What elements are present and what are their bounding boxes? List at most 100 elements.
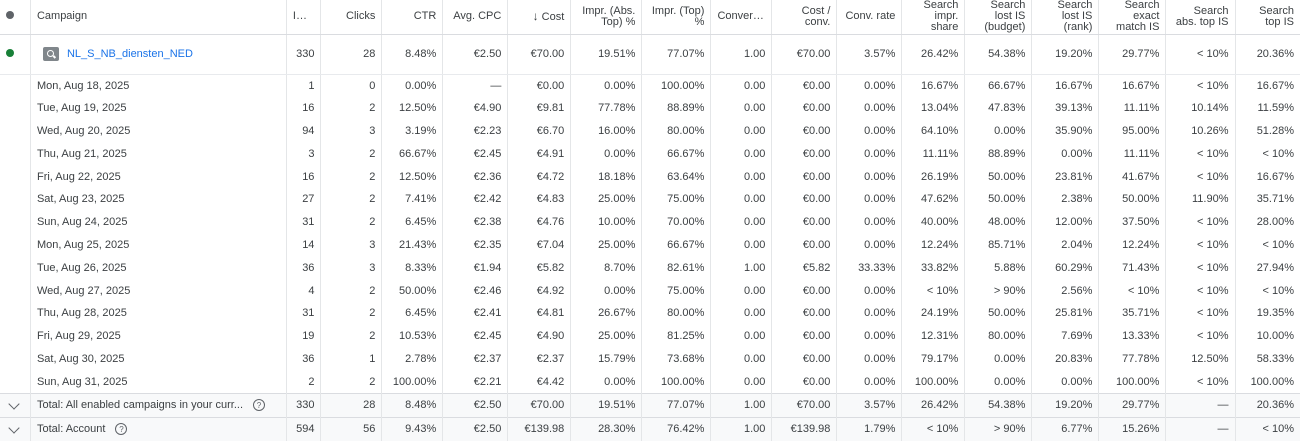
row-conv: 0.00: [710, 347, 772, 371]
row-impr: 16: [285, 165, 321, 188]
total-clicks: 28: [320, 392, 382, 418]
total-share: < 10%: [901, 416, 965, 442]
row-clicks: 2: [320, 142, 382, 166]
table-row: Mon, Aug 18, 2025 1 0 0.00% — €0.00 0.00% 100.0…: [0, 74, 1300, 97]
campaign-status[interactable]: [0, 34, 31, 75]
row-top: 100.00%: [641, 74, 711, 97]
row-exact: 77.78%: [1098, 347, 1166, 371]
row-lost-budget: 0.00%: [964, 119, 1032, 143]
row-ctr: 8.33%: [381, 256, 443, 280]
total-cost-conv: €139.98: [771, 416, 837, 442]
header-search-impr-share[interactable]: Search impr. share: [901, 0, 965, 35]
header-impr-abs-top[interactable]: Impr. (Abs. Top) %: [570, 0, 642, 35]
row-cost-conv: €0.00: [771, 210, 837, 234]
row-conv-rate: 0.00%: [836, 233, 902, 257]
row-impr: 36: [285, 347, 321, 371]
campaign-name-link[interactable]: NL_S_NB_diensten_NED: [66, 48, 193, 60]
table-row: Wed, Aug 27, 2025 4 2 50.00% €2.46 €4.92 0.00%…: [0, 279, 1300, 302]
row-share: 24.19%: [901, 301, 965, 325]
row-top: 63.64%: [641, 165, 711, 188]
row-cost-conv: €0.00: [771, 119, 837, 143]
row-exact: 100.00%: [1098, 370, 1166, 394]
header-conv-rate[interactable]: Conv. rate: [836, 0, 902, 35]
total-cost: €139.98: [507, 416, 571, 442]
row-abs-top: 0.00%: [570, 370, 642, 394]
header-cost-conv[interactable]: Cost / conv.: [771, 0, 837, 35]
header-impr-top[interactable]: Impr. (Top) %: [641, 0, 711, 35]
row-share: 40.00%: [901, 210, 965, 234]
header-lost-budget[interactable]: Search lost IS (budget): [964, 0, 1032, 35]
header-ctr[interactable]: CTR: [381, 0, 443, 35]
row-conv-rate: 0.00%: [836, 119, 902, 143]
row-spacer: [0, 211, 30, 234]
header-clicks[interactable]: Clicks: [320, 0, 382, 35]
total-lost-budget: > 90%: [964, 416, 1032, 442]
header-top-is[interactable]: Search top IS: [1234, 0, 1300, 35]
row-cost: €0.00: [507, 74, 571, 97]
total-label-cell: Total: All enabled campaigns in your cur…: [29, 392, 287, 418]
total-abs-top: 19.51%: [570, 392, 642, 418]
row-lost-budget: 5.88%: [964, 256, 1032, 280]
expand-toggle[interactable]: [0, 392, 31, 418]
row-abs-top: 77.78%: [570, 96, 642, 120]
expand-toggle[interactable]: [0, 416, 31, 442]
table-row: Thu, Aug 28, 2025 31 2 6.45% €2.41 €4.81 26.67…: [0, 301, 1300, 325]
header-lost-rank[interactable]: Search lost IS (rank): [1031, 0, 1099, 35]
total-impr: 330: [285, 392, 321, 418]
header-status[interactable]: [0, 0, 31, 35]
help-icon[interactable]: ?: [115, 423, 128, 436]
row-clicks: 2: [320, 301, 382, 325]
row-lost-rank: 20.83%: [1031, 347, 1099, 371]
row-conv-rate: 0.00%: [836, 142, 902, 166]
row-cost: €2.37: [507, 347, 571, 371]
header-conversions[interactable]: Conversions: [710, 0, 772, 35]
row-cost-conv: €0.00: [771, 347, 837, 371]
row-impr: 4: [285, 279, 321, 302]
row-ctr: 100.00%: [381, 370, 443, 394]
help-icon[interactable]: ?: [253, 399, 266, 412]
row-cost-conv: €0.00: [771, 279, 837, 302]
row-top-is: 16.67%: [1234, 74, 1300, 97]
header-exact-match[interactable]: Search exact match IS: [1098, 0, 1166, 35]
row-conv-rate: 0.00%: [836, 324, 902, 348]
row-abs-top: 16.00%: [570, 119, 642, 143]
row-abs-top-is: < 10%: [1165, 370, 1235, 394]
row-avg-cpc: €2.23: [442, 119, 508, 143]
campaign-lost-rank: 19.20%: [1031, 34, 1099, 75]
row-spacer: [0, 370, 30, 393]
row-lost-budget: 50.00%: [964, 301, 1032, 325]
row-abs-top: 26.67%: [570, 301, 642, 325]
row-impr: 2: [285, 370, 321, 394]
header-impr[interactable]: Impr.: [285, 0, 321, 35]
total-top: 76.42%: [641, 416, 711, 442]
header-cost[interactable]: ↓ Cost: [507, 0, 571, 35]
campaign-clicks: 28: [320, 34, 382, 75]
total-top-is: 20.36%: [1234, 392, 1300, 418]
row-clicks: 2: [320, 210, 382, 234]
row-ctr: 2.78%: [381, 347, 443, 371]
row-lost-rank: 35.90%: [1031, 119, 1099, 143]
row-avg-cpc: €2.36: [442, 165, 508, 188]
row-lost-rank: 7.69%: [1031, 324, 1099, 348]
row-top: 70.00%: [641, 210, 711, 234]
row-cost: €4.91: [507, 142, 571, 166]
row-avg-cpc: €2.46: [442, 279, 508, 302]
row-cost: €9.81: [507, 96, 571, 120]
row-top: 66.67%: [641, 142, 711, 166]
header-avg-cpc[interactable]: Avg. CPC: [442, 0, 508, 35]
row-abs-top: 18.18%: [570, 165, 642, 188]
row-date: Tue, Aug 19, 2025: [29, 96, 287, 120]
row-top: 80.00%: [641, 301, 711, 325]
header-abs-top-is[interactable]: Search abs. top IS: [1165, 0, 1235, 35]
row-share: 47.62%: [901, 187, 965, 211]
row-lost-budget: 0.00%: [964, 347, 1032, 371]
row-top: 88.89%: [641, 96, 711, 120]
total-label-cell: Total: Account?: [29, 416, 287, 442]
row-conv: 0.00: [710, 279, 772, 302]
row-date: Wed, Aug 27, 2025: [29, 279, 287, 302]
header-campaign[interactable]: Campaign: [29, 0, 287, 35]
row-abs-top-is: < 10%: [1165, 279, 1235, 302]
total-top: 77.07%: [641, 392, 711, 418]
total-row: Total: Account? 594 56 9.43% €2.50 €139.98 28.…: [0, 416, 1300, 442]
row-conv-rate: 0.00%: [836, 279, 902, 302]
